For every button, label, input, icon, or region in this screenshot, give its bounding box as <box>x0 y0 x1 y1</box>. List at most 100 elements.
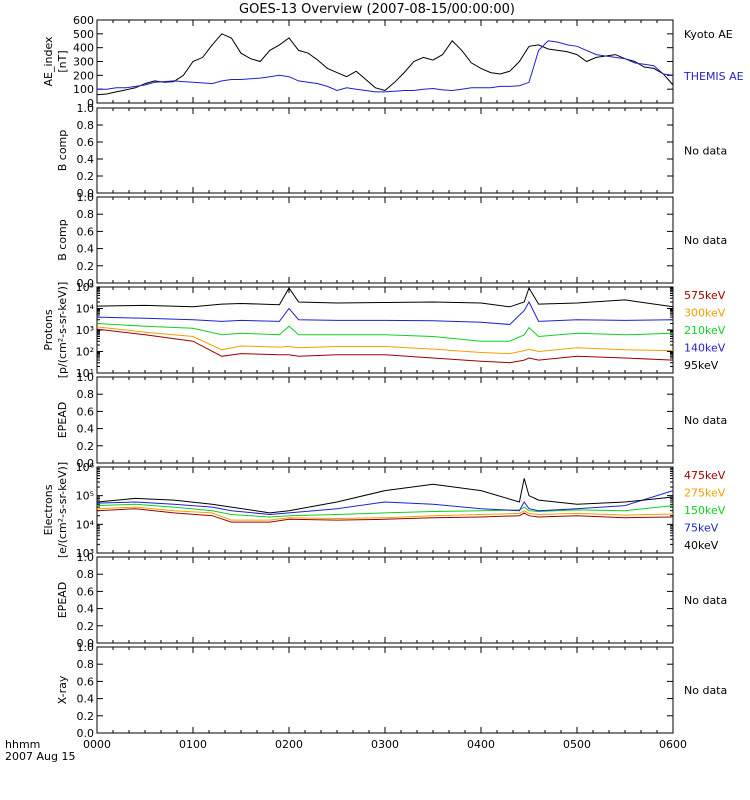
xtick-label: 0500 <box>563 738 591 751</box>
panel-8: 0.0 0.2 0.4 0.6 0.8 1.0 X-ray No data <box>56 641 727 740</box>
ytick-label: 0.4 <box>77 243 95 256</box>
ytick-label: 0.4 <box>77 693 95 706</box>
ytick-label: 0.0 <box>77 187 95 200</box>
legend-entry: THEMIS AE <box>683 70 744 83</box>
ytick-label: 1.0 <box>77 102 95 115</box>
panel-frame <box>96 196 674 284</box>
ylabel: EPEAD <box>56 582 69 619</box>
series-line <box>96 33 674 96</box>
ytick-label: 0.6 <box>77 225 95 238</box>
ytick-label: 0.2 <box>77 440 95 453</box>
ytick-label: 0.8 <box>77 658 95 671</box>
panel-6: 10³ 10⁴ 10⁵ 10⁶ Electrons [e/(cm²-s-sr-keV)] 4… <box>42 461 726 560</box>
legend-entry: 475keV <box>684 469 726 482</box>
ytick-label: 10² <box>76 346 94 359</box>
ytick-label: 600 <box>73 14 94 27</box>
xtick-label: 0000 <box>83 738 111 751</box>
ytick-label: 10³ <box>76 547 94 560</box>
ytick-label: 10⁵ <box>76 281 94 294</box>
ytick-label: 0 <box>87 97 94 110</box>
ytick-label: 10³ <box>76 324 94 337</box>
ytick-label: 10⁵ <box>76 490 94 503</box>
yunit: [e/(cm²-s-sr-keV)] <box>56 462 69 558</box>
ytick-label: 0.6 <box>77 405 95 418</box>
panel-frame <box>96 107 674 194</box>
ytick-label: 200 <box>73 69 94 82</box>
yunit: [nT] <box>56 50 69 72</box>
legend-entry: 150keV <box>684 504 726 517</box>
legend-entry: 275keV <box>684 487 726 500</box>
ytick-label: 0.2 <box>77 170 95 183</box>
ytick-label: 0.2 <box>77 620 95 633</box>
ylabel: AE_index <box>42 36 55 87</box>
ytick-label: 1.0 <box>77 551 95 564</box>
ytick-label: 10⁶ <box>76 461 95 474</box>
ytick-label: 0.4 <box>77 423 95 436</box>
status-no-data: No data <box>684 145 727 158</box>
ylabel: EPEAD <box>56 402 69 439</box>
status-no-data: No data <box>684 414 727 427</box>
ytick-label: 0.6 <box>77 136 95 149</box>
legend-entry: 40keV <box>684 539 719 552</box>
ytick-label: 0.6 <box>77 585 95 598</box>
yunit: [p/(cm²-s-sr-keV)] <box>56 282 69 379</box>
panel-frame <box>96 376 674 464</box>
series-line <box>96 508 674 523</box>
date-label: 2007 Aug 15 <box>5 750 75 763</box>
ytick-label: 400 <box>73 42 94 55</box>
panel-3: 0.0 0.2 0.4 0.6 0.8 1.0 B comp No data <box>56 191 727 290</box>
ytick-label: 500 <box>73 28 94 41</box>
ytick-label: 0.8 <box>77 388 95 401</box>
legend-entry: 75keV <box>684 522 719 535</box>
legend-entry: 95keV <box>684 359 719 372</box>
ylabel: Protons <box>42 309 55 350</box>
ytick-label: 0.2 <box>77 710 95 723</box>
series-line <box>96 323 674 342</box>
panel-2: 0.0 0.2 0.4 0.6 0.8 1.0 B comp No data <box>56 102 727 200</box>
legend-entry: Kyoto AE <box>684 28 733 41</box>
panel-4: 10¹ 10² 10³ 10⁴ 10⁵ Protons [p/(cm²-s-sr-keV)]… <box>42 281 726 380</box>
xtick-label: 0400 <box>467 738 495 751</box>
status-no-data: No data <box>684 684 727 697</box>
ytick-label: 0.0 <box>77 277 95 290</box>
ytick-label: 0.8 <box>77 568 95 581</box>
series-line <box>96 326 674 355</box>
xtick-label: 0600 <box>659 738 687 751</box>
panel-frame <box>96 556 674 644</box>
legend-entry: 140keV <box>684 342 726 355</box>
ylabel: B comp <box>56 130 69 172</box>
ytick-label: 0.0 <box>77 637 95 650</box>
xtick-label: 0100 <box>179 738 207 751</box>
ytick-label: 1.0 <box>77 191 95 204</box>
ytick-label: 0.8 <box>77 119 95 132</box>
ytick-label: 1.0 <box>77 641 95 654</box>
xtick-label: 0200 <box>275 738 303 751</box>
series-line <box>96 506 674 521</box>
series-line <box>96 300 674 326</box>
hhmm-label: hhmm <box>5 738 40 751</box>
ytick-label: 100 <box>73 83 94 96</box>
ylabel: X-ray <box>56 675 69 704</box>
panel-frame <box>96 646 674 734</box>
ytick-label: 0.6 <box>77 675 95 688</box>
ytick-label: 0.4 <box>77 603 95 616</box>
status-no-data: No data <box>684 594 727 607</box>
legend-entry: 210keV <box>684 324 726 337</box>
ytick-label: 10⁴ <box>76 303 95 316</box>
status-no-data: No data <box>684 234 727 247</box>
ytick-label: 10⁴ <box>76 518 95 531</box>
legend-entry: 575keV <box>684 289 726 302</box>
ytick-label: 0.8 <box>77 208 95 221</box>
series-line <box>96 503 674 518</box>
chart-title: GOES-13 Overview (2007-08-15/00:00:00) <box>239 2 515 17</box>
series-line <box>96 478 674 514</box>
ytick-label: 10¹ <box>76 367 94 380</box>
series-line <box>96 286 674 308</box>
xtick-label: 0300 <box>371 738 399 751</box>
ylabel: B comp <box>56 219 69 261</box>
panel-5: 0.0 0.2 0.4 0.6 0.8 1.0 EPEAD No data <box>56 371 727 470</box>
series-line <box>96 328 674 364</box>
ytick-label: 300 <box>73 56 94 69</box>
time-axis: 0000 0100 0200 0300 0400 0500 0600 <box>83 738 687 751</box>
